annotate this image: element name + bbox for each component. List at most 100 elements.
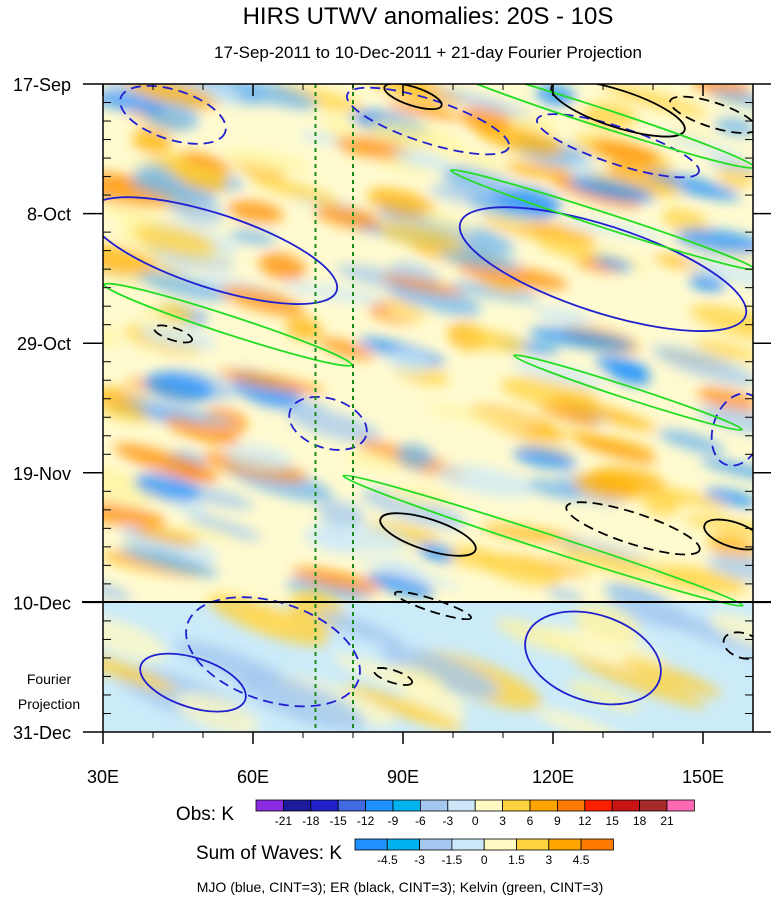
obs-anomaly-blob [697,387,753,412]
obs-anomaly-blob [387,101,461,121]
obs-anomaly-blob [187,514,262,541]
obs-anomaly-blob [585,171,682,198]
legend-level-label: 1.5 [508,853,525,867]
legend-swatch [666,799,695,812]
legend-level-label: -3 [414,853,425,867]
obs-anomaly-blob [376,221,465,251]
y-tick-label: 17-Sep [13,75,71,95]
kelvin-contour [103,282,353,367]
obs-legend: -21 -18 -15 -12 -9 -6 -3 0 3 6 9 12 15 18 21 [255,799,695,828]
obs-anomaly-blob [513,447,577,470]
obs-anomaly-blob [126,396,234,427]
projection-field [103,588,753,732]
y-tick-label: 8-Oct [27,205,71,225]
obs-anomaly-blob [355,556,462,589]
mjo-contour [119,84,227,145]
obs-anomaly-blob [504,161,582,181]
obs-anomaly-blob [384,303,432,322]
mjo-contour [103,196,339,305]
projection-anomaly-blob [709,612,753,653]
legend-swatch [419,799,449,812]
obs-anomaly-blob [140,325,216,351]
legend-swatch [611,799,641,812]
legend-level-label: -18 [302,814,320,828]
legend-level-label: -3 [442,814,453,828]
projection-anomaly-blob [207,594,328,647]
legend-level-label: 9 [554,814,561,828]
obs-anomaly-blob [302,525,359,555]
chart-subtitle: 17-Sep-2011 to 10-Dec-2011 + 21-day Four… [214,43,642,62]
er-contour [383,84,443,111]
obs-anomaly-blob [655,130,742,159]
legend-level-label: 15 [606,814,620,828]
obs-anomaly-blob [479,554,564,587]
x-axis: 30E 60E 90E 120E 150E [87,84,724,787]
reference-lines [314,84,354,732]
obs-anomaly-blob [435,88,533,117]
obs-anomaly-blob [595,355,650,378]
projection-anomaly-blob [495,618,586,657]
mjo-contour [185,596,361,708]
legend-swatch [447,799,476,812]
projection-label-line2: Projection [18,696,80,712]
y-tick-label: 19-Nov [13,464,71,484]
obs-anomaly-blob [451,282,539,303]
kelvin-contour [430,84,753,170]
legend-swatch [502,799,531,812]
obs-anomaly-blob [694,339,753,362]
legend-swatch [474,799,504,812]
mjo-contour [536,113,700,179]
obs-anomaly-blob [286,578,371,602]
obs-anomaly-blob [366,84,466,106]
mjo-contour [458,206,748,332]
legend-swatch [282,799,312,812]
legend-level-label: -9 [388,814,399,828]
obs-anomaly-blob [706,554,753,583]
obs-anomaly-blob [704,488,753,508]
mjo-contour [139,652,247,713]
legend-level-label: -4.5 [377,853,398,867]
legend-swatch [255,799,284,812]
obs-anomaly-blob [227,200,284,224]
obs-anomaly-blob [439,250,521,271]
obs-anomaly-blob [367,187,436,219]
obs-anomaly-blob [396,443,434,469]
chart-title: HIRS UTWV anomalies: 20S - 10S [243,3,614,30]
x-tick-label: 120E [532,767,574,787]
y-tick-label: 10-Dec [13,593,71,613]
projection-anomaly-blob [380,645,499,698]
legend-swatch [516,838,550,851]
er-contour [379,512,477,557]
obs-anomaly-blob [457,262,569,290]
legend-swatch [557,799,586,812]
er-contour [550,84,686,138]
projection-anomaly-blob [103,651,178,693]
obs-anomaly-blob [155,255,197,273]
legend-level-label: 3 [545,853,552,867]
obs-anomaly-blob [421,219,515,255]
obs-anomaly-blob [229,230,276,245]
obs-anomaly-blob [158,303,196,324]
legend-level-label: -12 [357,814,375,828]
obs-anomaly-blob [696,405,753,437]
obs-anomaly-blob [564,431,657,455]
obs-anomaly-blob [549,395,658,431]
legend-level-label: 21 [660,814,674,828]
projection-label-line1: Fourier [27,671,72,687]
obs-anomaly-blob [651,345,753,386]
x-tick-label: 60E [237,767,269,787]
legend-swatch [483,838,517,851]
plot-frame [102,83,754,733]
legend-swatch [337,799,367,812]
kelvin-contour [342,474,744,607]
legend-swatch [354,838,388,851]
obs-anomaly-blob [700,459,753,482]
y-axis: 17-Sep 8-Oct 29-Oct 19-Nov 10-Dec 31-Dec [13,75,771,743]
projection-anomaly-blob [331,653,468,707]
projection-anomaly-blob [607,588,690,629]
legend-level-label: 18 [633,814,647,828]
obs-anomaly-blob [471,172,514,196]
legend-level-label: -15 [330,814,348,828]
obs-anomaly-blob [435,464,537,498]
obs-anomaly-blob [532,306,592,326]
